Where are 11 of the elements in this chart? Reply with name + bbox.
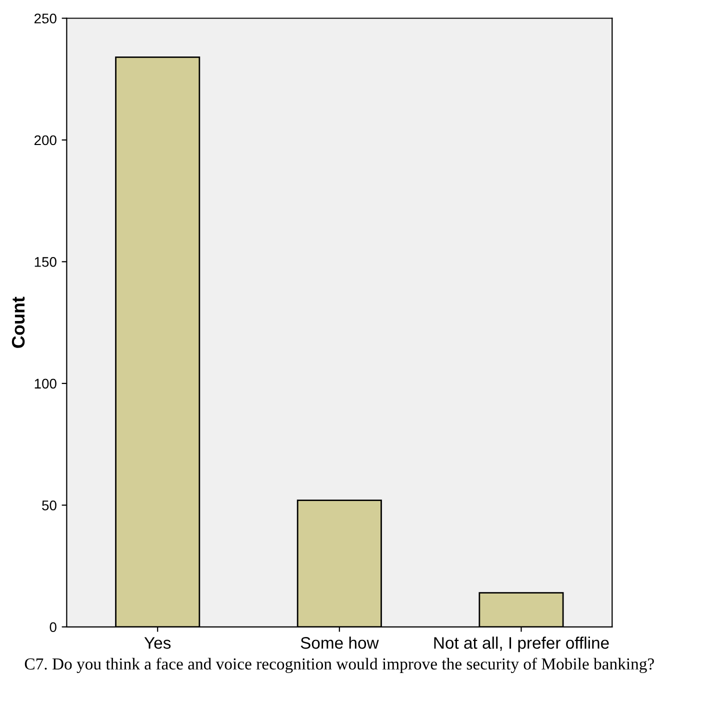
- y-tick-label: 50: [42, 500, 56, 510]
- x-tick-label: Not at all, I prefer offline: [434, 636, 609, 652]
- y-tick-label: 200: [34, 135, 56, 146]
- y-tick-label: 250: [34, 14, 56, 24]
- y-tick-label: 100: [34, 378, 56, 389]
- y-tick-label: 150: [34, 257, 56, 267]
- x-axis-title: C7. Do you think a face and voice recognition would improve the security of Mobile banking?: [24, 658, 654, 674]
- y-axis-title: Count: [12, 296, 25, 348]
- y-tick-label: 0: [50, 622, 56, 632]
- x-tick-label: Yes: [144, 637, 171, 649]
- x-tick-label: Some how: [300, 636, 379, 649]
